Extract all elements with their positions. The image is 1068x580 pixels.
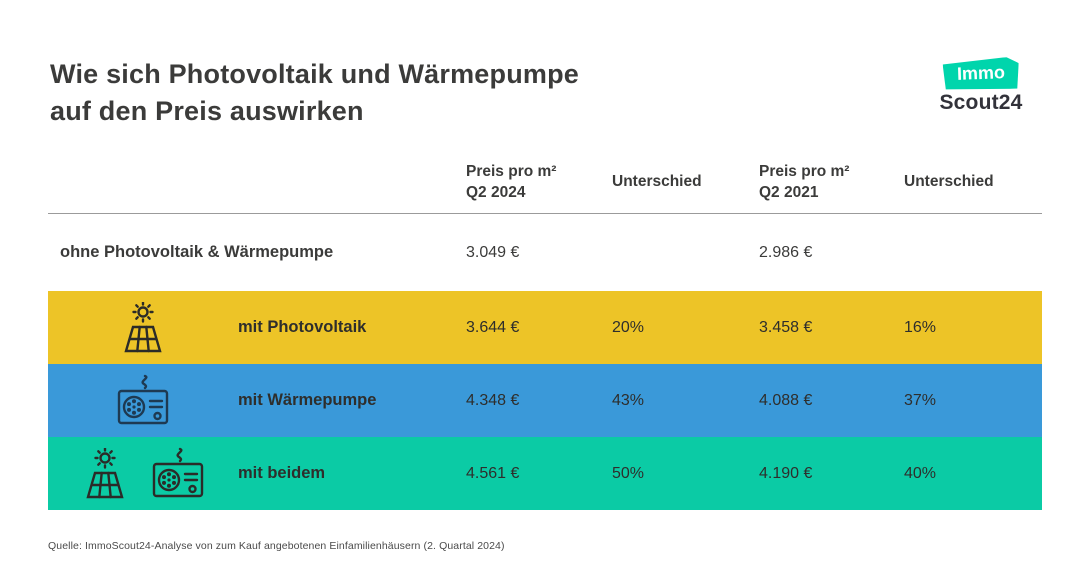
row-label-cell: mit beidem	[48, 437, 466, 510]
row-label: mit Photovoltaik	[238, 318, 367, 336]
price-q2-2021: 2.986 €	[759, 243, 813, 261]
price-q2-2021: 4.088 €	[759, 391, 813, 409]
price-q2-2024: 3.644 €	[466, 318, 520, 336]
row-label: mit beidem	[238, 464, 326, 482]
row-label-cell: mit Photovoltaik	[48, 291, 466, 364]
price-q2-2024: 4.561 €	[466, 464, 520, 482]
title-line-1: Wie sich Photovoltaik und Wärmepumpe	[50, 59, 580, 89]
heat-pump-icon	[117, 374, 169, 424]
header-unterschied-2021: Unterschied	[904, 173, 994, 190]
heat-pump-icon	[152, 447, 204, 497]
table-row-beidem: mit beidem 4.561 € 50% 4.190 € 40%	[48, 437, 1042, 510]
logo-badge: Immo	[942, 57, 1019, 92]
diff-2021: 40%	[904, 464, 937, 482]
price-table: Preis pro m² Q2 2024 Unterschied Preis p…	[48, 150, 1042, 510]
row-label: ohne Photovoltaik & Wärmepumpe	[60, 243, 334, 261]
diff-2024: 43%	[612, 391, 645, 409]
title-line-2: auf den Preis auswirken	[50, 96, 364, 126]
table-row-photovoltaik: mit Photovoltaik 3.644 € 20% 3.458 € 16%	[48, 291, 1042, 364]
table-row-ohne: ohne Photovoltaik & Wärmepumpe 3.049 € 2…	[48, 214, 1042, 291]
diff-2024: 50%	[612, 464, 645, 482]
price-q2-2021: 4.190 €	[759, 464, 813, 482]
row-label: mit Wärmepumpe	[238, 391, 377, 409]
immoscout24-logo: Immo Scout24	[926, 58, 1036, 115]
solar-panel-icon	[86, 447, 124, 498]
price-q2-2024: 3.049 €	[466, 243, 520, 261]
diff-2021: 16%	[904, 318, 937, 336]
diff-2024: 20%	[612, 318, 645, 336]
solar-panel-icon	[124, 301, 162, 352]
header-price-q2-2021: Preis pro m² Q2 2021	[759, 162, 850, 201]
row-label-cell: ohne Photovoltaik & Wärmepumpe	[48, 214, 466, 291]
header-unterschied-2024: Unterschied	[612, 173, 702, 190]
page-title: Wie sich Photovoltaik und Wärmepumpe auf…	[50, 56, 579, 130]
table-row-waermepumpe: mit Wärmepumpe 4.348 € 43% 4.088 € 37%	[48, 364, 1042, 437]
row-label-cell: mit Wärmepumpe	[48, 364, 466, 437]
logo-name: Scout24	[939, 91, 1023, 114]
price-q2-2024: 4.348 €	[466, 391, 520, 409]
table-header-row: Preis pro m² Q2 2024 Unterschied Preis p…	[48, 150, 1042, 214]
diff-2021: 37%	[904, 391, 937, 409]
source-note: Quelle: ImmoScout24-Analyse von zum Kauf…	[48, 540, 505, 552]
price-q2-2021: 3.458 €	[759, 318, 813, 336]
header-price-q2-2024: Preis pro m² Q2 2024	[466, 162, 557, 201]
